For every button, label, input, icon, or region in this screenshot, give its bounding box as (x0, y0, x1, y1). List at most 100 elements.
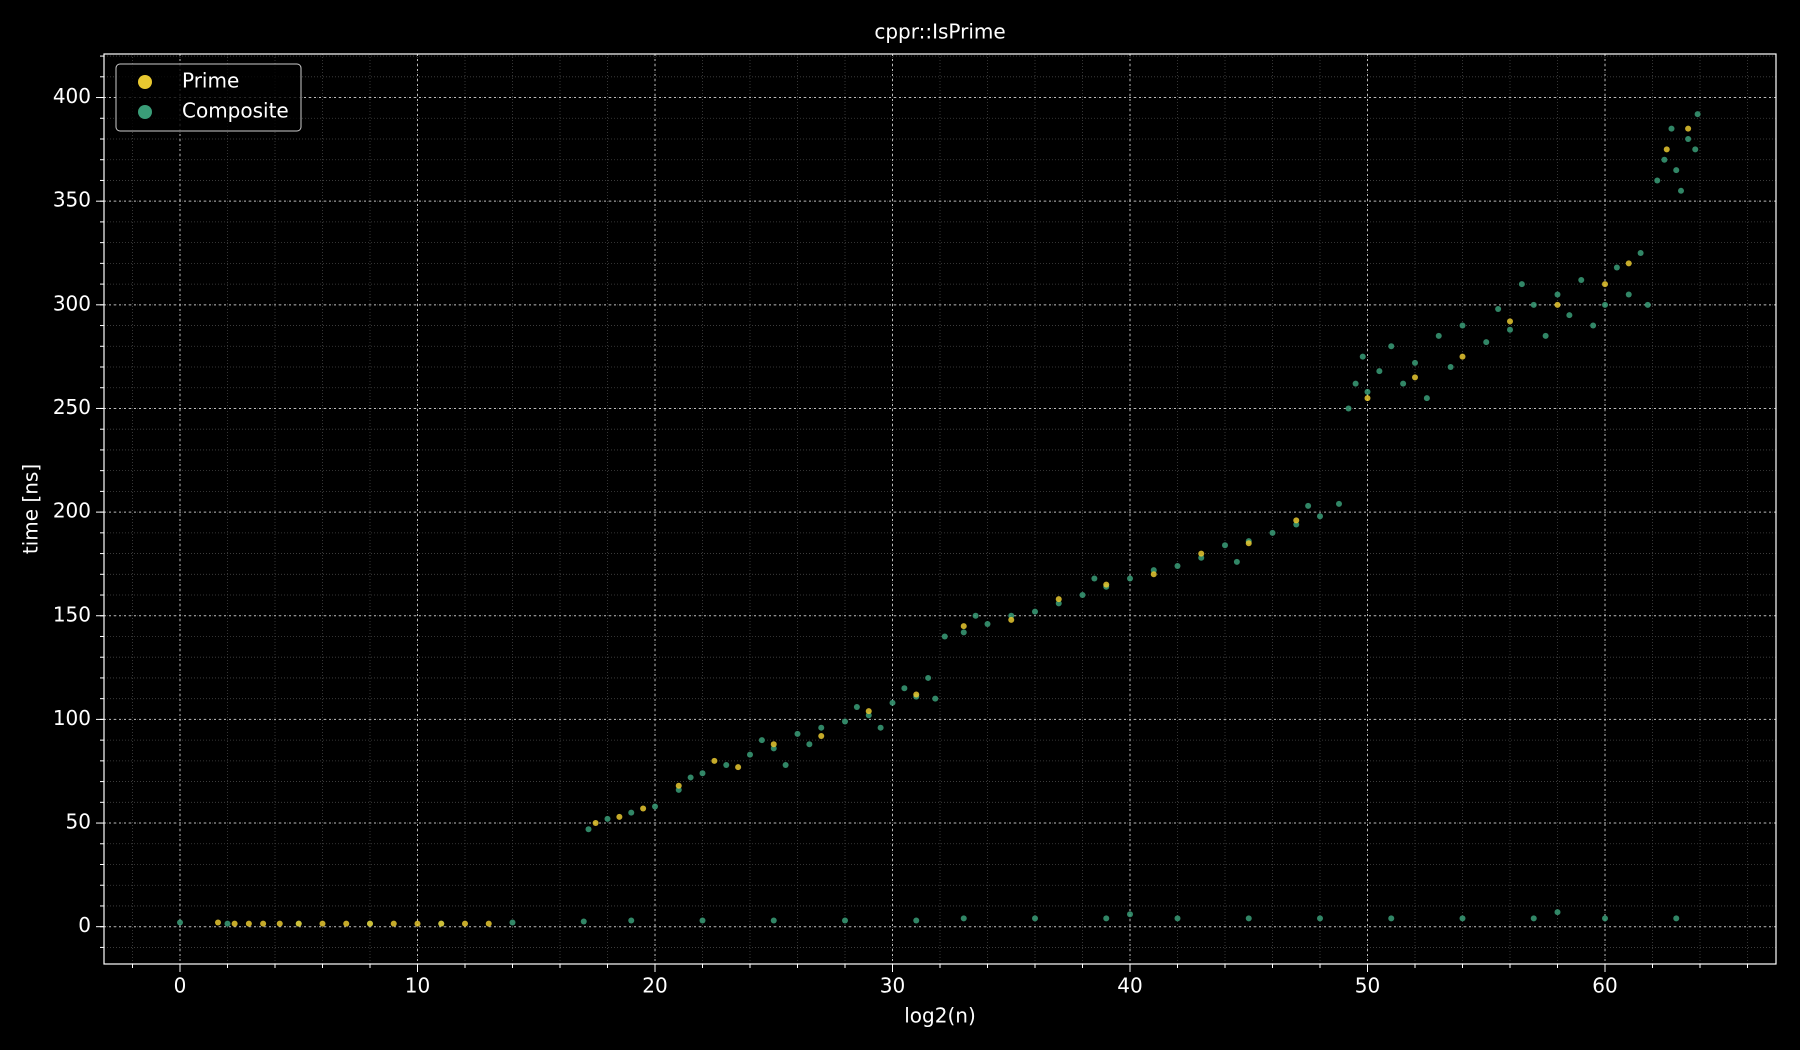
point (1554, 301, 1561, 308)
x-tick-label: 50 (1355, 974, 1380, 998)
point (1694, 111, 1701, 118)
point (1685, 135, 1692, 142)
point (1507, 326, 1513, 333)
point (1435, 332, 1442, 339)
x-tick-label: 20 (642, 974, 667, 998)
point (1644, 301, 1651, 308)
point (276, 920, 283, 927)
point (1127, 911, 1133, 918)
point (1423, 395, 1430, 402)
point (1625, 260, 1632, 267)
point (1091, 575, 1098, 582)
point (1637, 249, 1644, 256)
point (1554, 909, 1561, 916)
point (1103, 915, 1110, 922)
point (1198, 554, 1205, 561)
point (984, 621, 991, 628)
point (1364, 395, 1371, 402)
y-tick-label: 150 (53, 602, 91, 626)
point (865, 708, 872, 715)
point (604, 815, 611, 822)
point (1459, 322, 1466, 329)
point (628, 917, 635, 924)
point (1103, 581, 1110, 588)
point (723, 762, 730, 769)
point (1459, 915, 1466, 922)
point (1317, 513, 1323, 520)
point (260, 920, 267, 927)
point (770, 917, 777, 924)
point (1388, 343, 1395, 350)
point (1602, 915, 1608, 922)
point (1376, 368, 1383, 375)
point (592, 820, 599, 827)
point (1447, 364, 1454, 371)
point (818, 724, 825, 731)
x-tick-label: 30 (880, 974, 905, 998)
point (1222, 542, 1228, 549)
point (509, 919, 516, 926)
point (758, 737, 765, 744)
point (367, 920, 373, 927)
point (1400, 380, 1407, 387)
point (1269, 529, 1276, 536)
y-tick-label: 300 (53, 291, 91, 315)
point (1359, 353, 1366, 360)
point (616, 813, 623, 820)
point (1245, 540, 1252, 547)
point (1174, 915, 1181, 922)
point (770, 745, 777, 752)
point (1352, 380, 1359, 387)
y-tick-label: 350 (53, 188, 91, 212)
point (1032, 915, 1038, 922)
point (1293, 521, 1300, 528)
point (1293, 517, 1300, 524)
point (1459, 353, 1466, 360)
point (782, 762, 789, 769)
point (1150, 567, 1157, 574)
point (585, 826, 592, 833)
point (687, 774, 694, 781)
point (901, 685, 908, 692)
point (1127, 575, 1133, 582)
point (853, 703, 860, 710)
legend-label: Prime (182, 69, 239, 93)
point (215, 919, 221, 926)
point (1055, 600, 1062, 607)
x-tick-label: 0 (174, 974, 187, 998)
point (960, 915, 967, 922)
y-tick-label: 200 (53, 499, 91, 523)
point (794, 730, 801, 737)
point (1566, 312, 1573, 319)
y-tick-label: 100 (53, 706, 91, 730)
point (1692, 146, 1699, 153)
point (390, 920, 397, 927)
point (1364, 388, 1371, 395)
point (1554, 291, 1561, 298)
point (1678, 187, 1684, 194)
x-tick-label: 40 (1117, 974, 1142, 998)
point (414, 920, 421, 927)
point (1233, 558, 1240, 565)
point (1518, 281, 1525, 288)
point (1685, 125, 1692, 132)
point (1661, 156, 1668, 163)
point (913, 691, 920, 698)
point (1673, 915, 1680, 922)
point (818, 732, 825, 739)
legend-marker (138, 75, 152, 89)
point (842, 917, 848, 924)
point (580, 918, 587, 925)
point (1336, 500, 1342, 507)
point (177, 919, 183, 926)
point (1032, 608, 1038, 615)
point (485, 920, 492, 927)
y-tick-label: 250 (53, 395, 91, 419)
point (842, 718, 848, 725)
point (1483, 339, 1490, 346)
point (806, 741, 813, 748)
point (932, 695, 939, 702)
legend-box (115, 63, 302, 132)
